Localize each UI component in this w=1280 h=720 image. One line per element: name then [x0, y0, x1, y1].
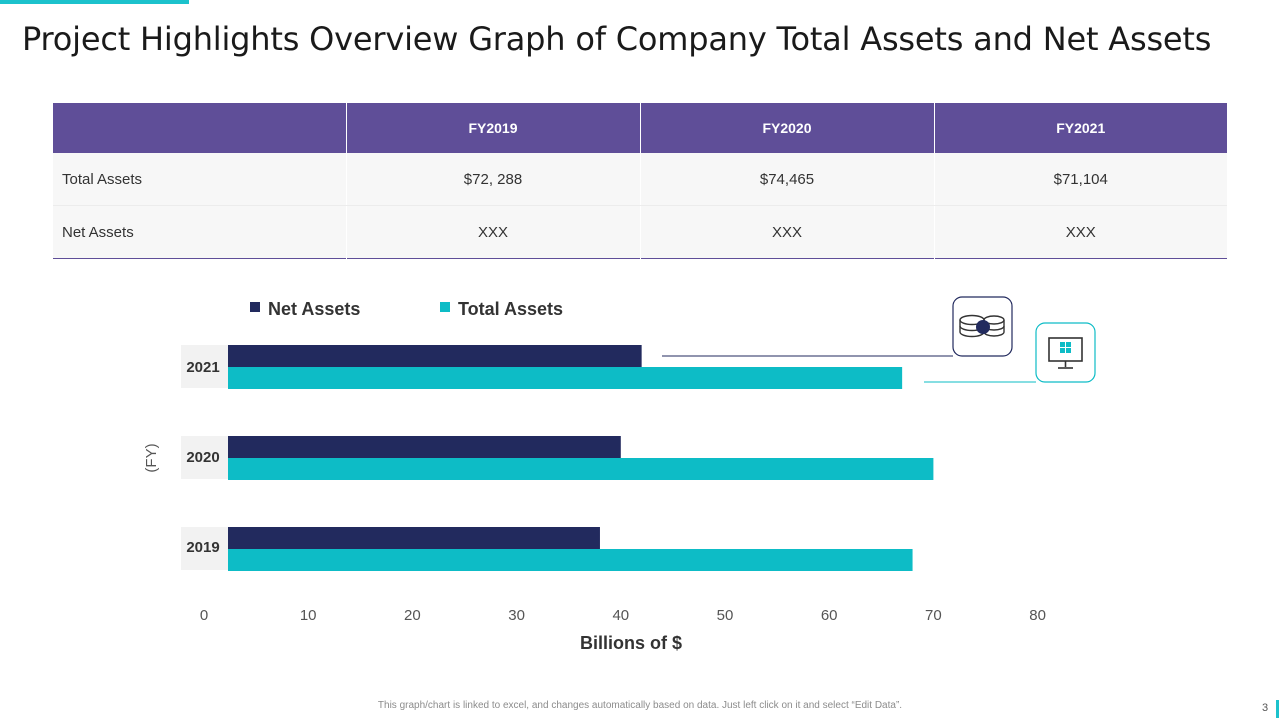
bar-net-assets-2020 [228, 436, 621, 458]
table-cell: $71,104 [934, 153, 1227, 206]
table-header-cell: FY2019 [346, 103, 641, 153]
bar-net-assets-2019 [228, 527, 600, 549]
category-label-2019: 2019 [186, 539, 219, 556]
top-accent-bar [0, 0, 189, 4]
x-tick-label: 30 [508, 607, 525, 624]
legend-swatch-total-assets [440, 302, 450, 312]
legend-label-total-assets: Total Assets [458, 299, 563, 319]
table-header-cell: FY2021 [934, 103, 1227, 153]
table-row: Total Assets $72, 288 $74,465 $71,104 [53, 153, 1227, 206]
x-tick-label: 0 [200, 607, 208, 624]
category-label-box [181, 436, 228, 479]
legend-label-net-assets: Net Assets [268, 299, 360, 319]
x-tick-label: 20 [404, 607, 421, 624]
bar-total-assets-2020 [228, 458, 934, 480]
x-tick-label: 50 [717, 607, 734, 624]
x-tick-label: 40 [612, 607, 629, 624]
assets-table: FY2019 FY2020 FY2021 Total Assets $72, 2… [53, 103, 1227, 259]
page-marker [1276, 700, 1279, 718]
category-label-2021: 2021 [186, 359, 219, 376]
page-number: 3 [1262, 702, 1269, 714]
category-label-2020: 2020 [186, 449, 219, 466]
table-header-cell [53, 103, 347, 153]
chart-legend: Net Assets Total Assets [250, 299, 563, 319]
x-tick-label: 80 [1029, 607, 1046, 624]
table-cell: XXX [934, 205, 1227, 259]
category-label-box [181, 527, 228, 570]
legend-swatch-net-assets [250, 302, 260, 312]
table-cell: $74,465 [640, 153, 935, 206]
table-row-label: Net Assets [53, 205, 347, 259]
category-label-box [181, 345, 228, 388]
x-axis-ticks: 0 10 20 30 40 50 60 70 80 [200, 607, 1046, 624]
table-row-label: Total Assets [53, 153, 347, 206]
table-cell: XXX [346, 205, 641, 259]
database-icon [952, 296, 1013, 357]
bar-total-assets-2021 [228, 367, 903, 389]
footer-note: This graph/chart is linked to excel, and… [377, 700, 903, 711]
chart-bars [228, 345, 934, 571]
monitor-icon [1035, 322, 1096, 383]
table-row: Net Assets XXX XXX XXX [53, 205, 1227, 259]
y-axis-title: (FY) [143, 443, 160, 472]
x-axis-title: Billions of $ [580, 633, 682, 653]
table-cell: $72, 288 [346, 153, 641, 206]
table-header-cell: FY2020 [640, 103, 935, 153]
bar-net-assets-2021 [228, 345, 642, 367]
x-tick-label: 10 [300, 607, 317, 624]
table-header-row: FY2019 FY2020 FY2021 [53, 103, 1227, 153]
bar-total-assets-2019 [228, 549, 913, 571]
assets-bar-chart: Net Assets Total Assets 2021 2020 2019 (… [143, 296, 1096, 653]
x-tick-label: 60 [821, 607, 838, 624]
table-cell: XXX [640, 205, 935, 259]
x-tick-label: 70 [925, 607, 942, 624]
slide-title: Project Highlights Overview Graph of Com… [22, 20, 1212, 58]
